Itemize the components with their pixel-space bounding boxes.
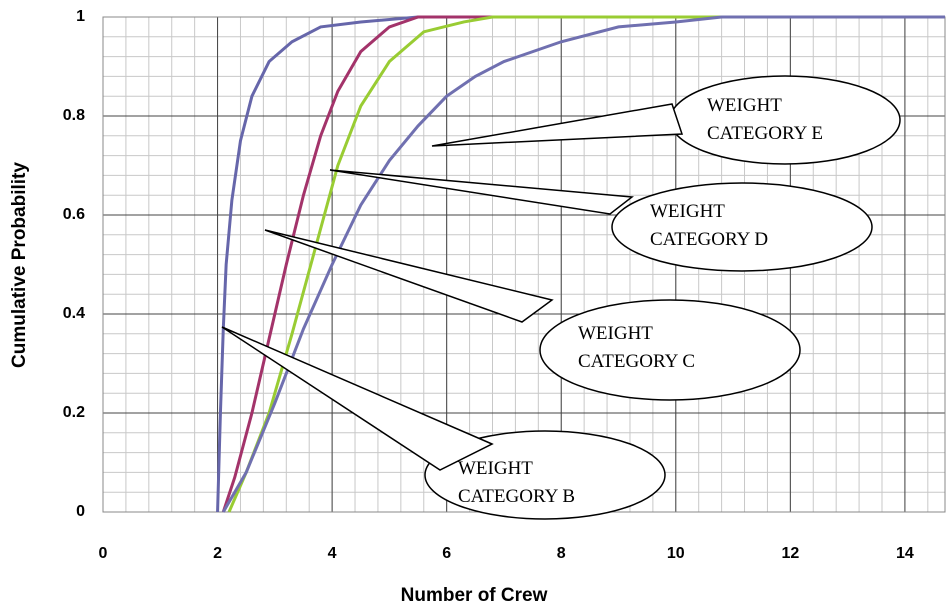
callout: WEIGHT CATEGORY B [221,326,666,520]
callout-box: WEIGHT CATEGORY C [578,323,696,372]
callout-label: WEIGHT CATEGORY D [650,201,769,250]
y-tick-label: 1 [76,8,85,25]
x-tick-label: 0 [99,545,108,562]
callout-pointer [264,229,554,323]
callout-label: WEIGHT CATEGORY E [707,95,823,144]
series-line [221,15,945,513]
callout-bubble [424,430,666,520]
callout-label: WEIGHT CATEGORY C [578,323,696,372]
callout-pointer [329,169,634,215]
callout-label: WEIGHT CATEGORY B [458,458,576,507]
callout-bubble [539,299,801,401]
x-tick-label: 6 [442,545,451,562]
x-tick-label: 2 [213,545,222,562]
series-line [216,15,945,513]
y-tick-label: 0.8 [63,107,85,124]
x-tick-label: 8 [557,545,566,562]
callout: WEIGHT CATEGORY D [329,169,873,272]
y-tick-label: 0.4 [63,305,85,322]
callout-box: WEIGHT CATEGORY B [458,458,576,507]
x-tick-label: 10 [667,545,685,562]
x-tick-label: 4 [328,545,337,562]
callout: WEIGHT CATEGORY E [431,75,901,165]
x-axis-title: Number of Crew [401,585,548,606]
y-tick-label: 0 [76,503,85,520]
x-tick-label: 12 [781,545,799,562]
y-axis-title: Cumulative Probability [9,162,30,368]
callout-bubble [611,182,873,272]
callout-pointer [221,326,494,471]
y-tick-label: 0.2 [63,404,85,421]
callout: WEIGHT CATEGORY C [264,229,801,401]
x-tick-label: 14 [896,545,914,562]
callout-box: WEIGHT CATEGORY D [650,201,769,250]
callout-pointer [431,103,684,147]
y-tick-label: 0.6 [63,206,85,223]
callout-box: WEIGHT CATEGORY E [707,95,823,144]
